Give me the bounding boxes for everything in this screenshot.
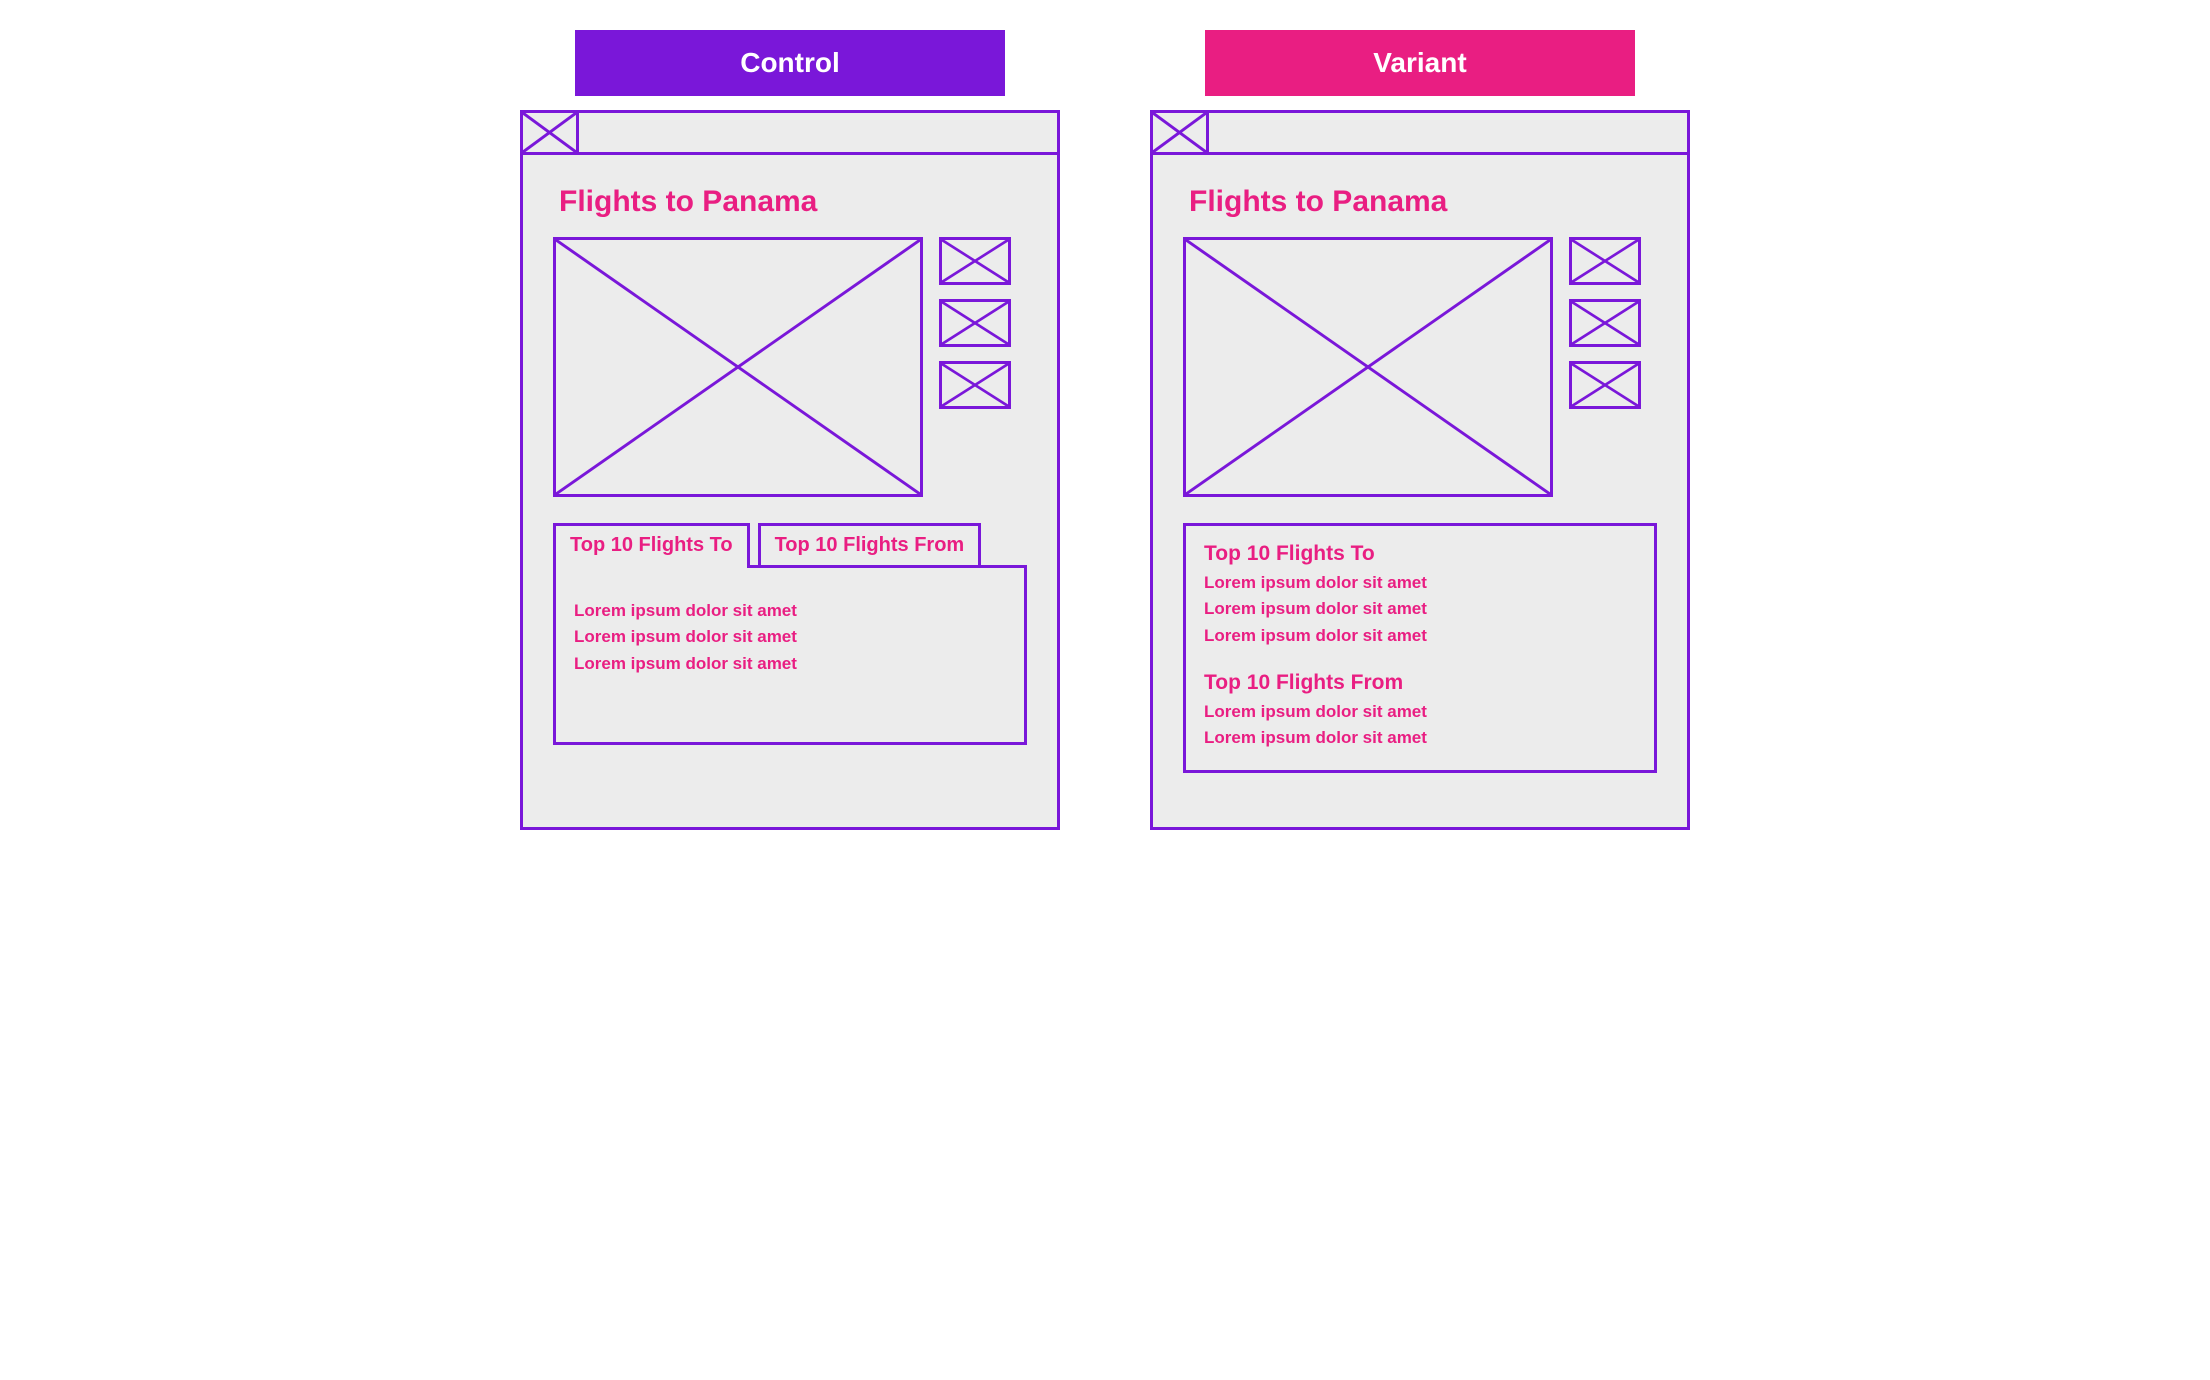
list-item: Lorem ipsum dolor sit amet <box>1204 570 1636 596</box>
list-item: Lorem ipsum dolor sit amet <box>1204 623 1636 649</box>
thumbnail-placeholder <box>1569 361 1641 409</box>
tab-flights-from[interactable]: Top 10 Flights From <box>758 523 982 568</box>
tab-flights-to[interactable]: Top 10 Flights To <box>553 523 750 568</box>
browser-titlebar <box>523 113 1057 155</box>
thumbnail-placeholder <box>1569 237 1641 285</box>
hero-image-placeholder <box>1183 237 1553 497</box>
thumbnail-placeholder <box>939 237 1011 285</box>
page-title: Flights to Panama <box>1189 185 1657 219</box>
list-heading: Top 10 Flights To <box>1204 542 1636 566</box>
control-banner: Control <box>575 30 1005 96</box>
stacked-list-box: Top 10 Flights To Lorem ipsum dolor sit … <box>1183 523 1657 773</box>
list-block: Top 10 Flights From Lorem ipsum dolor si… <box>1204 671 1636 752</box>
list-item: Lorem ipsum dolor sit amet <box>574 624 1006 650</box>
variant-column: Variant Flights to Panama <box>1150 30 1690 830</box>
thumbnail-placeholder <box>1569 299 1641 347</box>
close-icon[interactable] <box>1153 113 1209 152</box>
browser-titlebar <box>1153 113 1687 155</box>
tab-content: Lorem ipsum dolor sit amet Lorem ipsum d… <box>553 565 1027 745</box>
thumbnail-column <box>939 237 1011 497</box>
tabs-container: Top 10 Flights To Top 10 Flights From Lo… <box>553 523 1027 745</box>
list-item: Lorem ipsum dolor sit amet <box>574 651 1006 677</box>
hero-image-placeholder <box>553 237 923 497</box>
list-item: Lorem ipsum dolor sit amet <box>1204 596 1636 622</box>
control-browser-window: Flights to Panama <box>520 110 1060 830</box>
thumbnail-placeholder <box>939 299 1011 347</box>
variant-banner: Variant <box>1205 30 1635 96</box>
page-title: Flights to Panama <box>559 185 1027 219</box>
list-item: Lorem ipsum dolor sit amet <box>1204 699 1636 725</box>
control-column: Control Flights to Panama <box>520 30 1060 830</box>
thumbnail-placeholder <box>939 361 1011 409</box>
list-heading: Top 10 Flights From <box>1204 671 1636 695</box>
list-item: Lorem ipsum dolor sit amet <box>1204 725 1636 751</box>
list-block: Top 10 Flights To Lorem ipsum dolor sit … <box>1204 542 1636 649</box>
variant-browser-window: Flights to Panama <box>1150 110 1690 830</box>
close-icon[interactable] <box>523 113 579 152</box>
list-item: Lorem ipsum dolor sit amet <box>574 598 1006 624</box>
thumbnail-column <box>1569 237 1641 497</box>
